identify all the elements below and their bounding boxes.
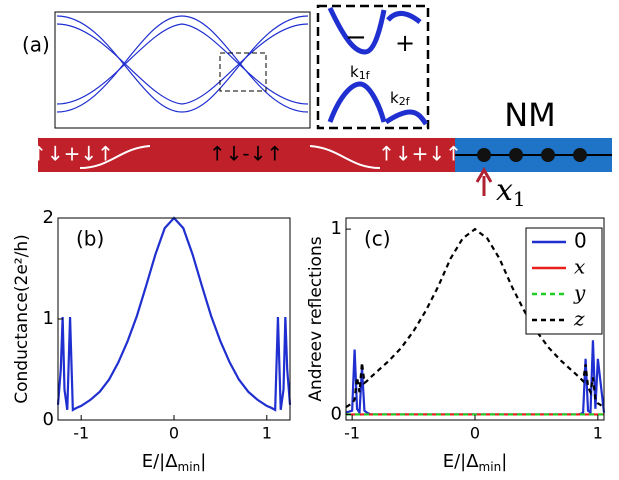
sites	[477, 148, 587, 162]
panel-label: (a)	[22, 33, 50, 57]
x-tick-label: -1	[344, 424, 360, 443]
legend-label: z	[573, 307, 585, 331]
x-tick-label: 1	[593, 424, 603, 443]
x-label-part: |	[200, 451, 206, 472]
panel-a: (a) − + k1f k2f NM ↑↓+↓↑ ↑↓-↓↑ ↑↓+↓↑ x1	[22, 4, 612, 211]
zoom-box	[219, 52, 267, 92]
x-label-part: E/|Δ	[142, 451, 179, 472]
y-label: Conductance(2e²/h)	[12, 234, 32, 403]
x-tick-label: 1	[262, 424, 272, 443]
line	[345, 227, 605, 408]
x-tick-label: 0	[470, 424, 480, 443]
x-label-part: min	[479, 460, 502, 474]
bands	[56, 15, 309, 113]
y-tick-label: 2	[43, 207, 54, 228]
legend-label: x	[574, 255, 585, 279]
y-tick-label: 0	[43, 409, 54, 430]
inset-sign: +	[395, 29, 415, 57]
panel-label: (b)	[76, 227, 104, 251]
arrow	[475, 167, 493, 196]
x-label-part: E/|Δ	[443, 451, 480, 472]
panel-label: (c)	[364, 227, 391, 251]
band-box	[54, 11, 311, 129]
spin-label: ↑↓+↓↑	[378, 142, 462, 166]
line	[345, 340, 606, 416]
inset-bands	[327, 6, 429, 126]
spin-label: ↑↓-↓↑	[209, 142, 283, 166]
y-label: Andreev reflections	[306, 236, 326, 401]
y-tick-label: 1	[331, 218, 342, 239]
profile	[79, 145, 381, 169]
x-label-part: min	[178, 460, 201, 474]
legend	[525, 227, 603, 335]
nm-label: NM	[504, 96, 556, 134]
k-label: k1f	[350, 63, 371, 83]
x1-label: x1	[496, 173, 526, 211]
inset-sign: −	[345, 23, 367, 53]
legend-label: 0	[574, 229, 587, 253]
x-label: E/|Δmin|	[142, 451, 207, 474]
spin-label: ↑↓+↓↑	[30, 142, 114, 166]
legend-label: y	[573, 281, 586, 305]
superconductor	[38, 138, 455, 172]
k-label: k2f	[390, 89, 411, 109]
x-tick-label: 0	[169, 424, 179, 443]
x-label-part: |	[501, 451, 507, 472]
y-tick-label: 0	[331, 403, 342, 424]
x-tick-label: -1	[73, 424, 89, 443]
x-label: E/|Δmin|	[443, 451, 508, 474]
y-tick-label: 1	[43, 308, 54, 329]
